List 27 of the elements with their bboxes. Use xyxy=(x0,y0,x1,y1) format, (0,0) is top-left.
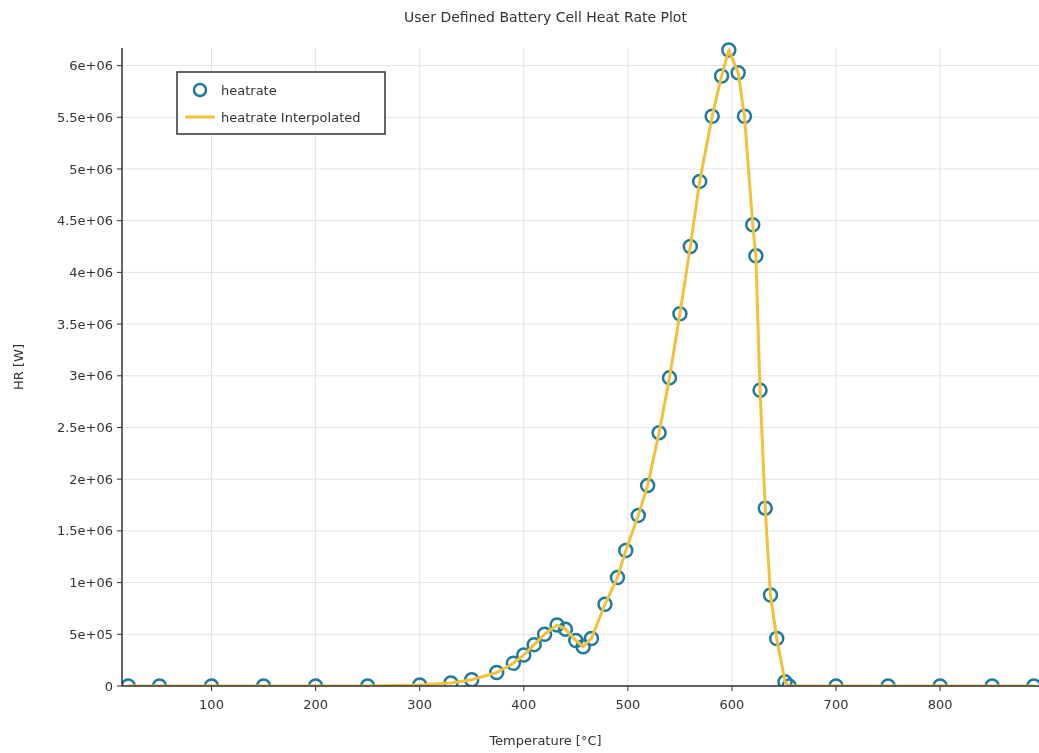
y-tick-label: 1e+06 xyxy=(69,575,113,591)
y-tick-label: 0 xyxy=(104,678,113,694)
x-tick-label: 600 xyxy=(719,697,745,712)
y-tick-label: 2.5e+06 xyxy=(56,420,113,436)
y-tick-label: 1.5e+06 xyxy=(56,523,113,539)
y-tick-label: 6e+06 xyxy=(69,58,113,74)
x-tick-label: 800 xyxy=(927,697,953,712)
x-tick-label: 100 xyxy=(199,697,224,712)
legend-label: heatrate xyxy=(221,82,277,98)
x-axis-title: Temperature [°C] xyxy=(488,733,602,748)
y-tick-label: 3e+06 xyxy=(69,368,113,384)
y-tick-label: 5.5e+06 xyxy=(56,109,113,125)
x-tick-label: 500 xyxy=(615,697,641,712)
y-tick-label: 5e+05 xyxy=(69,626,113,642)
x-tick-label: 400 xyxy=(511,697,537,712)
y-axis-title: HR [W] xyxy=(11,344,26,390)
y-tick-label: 5e+06 xyxy=(69,161,113,177)
chart-title: User Defined Battery Cell Heat Rate Plot xyxy=(404,9,688,25)
x-tick-label: 700 xyxy=(823,697,849,712)
y-tick-label: 4e+06 xyxy=(69,264,113,280)
legend-label: heatrate Interpolated xyxy=(221,109,361,125)
x-tick-label: 300 xyxy=(407,697,433,712)
y-tick-label: 2e+06 xyxy=(69,471,113,487)
y-tick-label: 3.5e+06 xyxy=(56,316,113,332)
y-tick-label: 4.5e+06 xyxy=(56,213,113,229)
point xyxy=(777,674,793,686)
x-tick-label: 200 xyxy=(303,697,329,712)
